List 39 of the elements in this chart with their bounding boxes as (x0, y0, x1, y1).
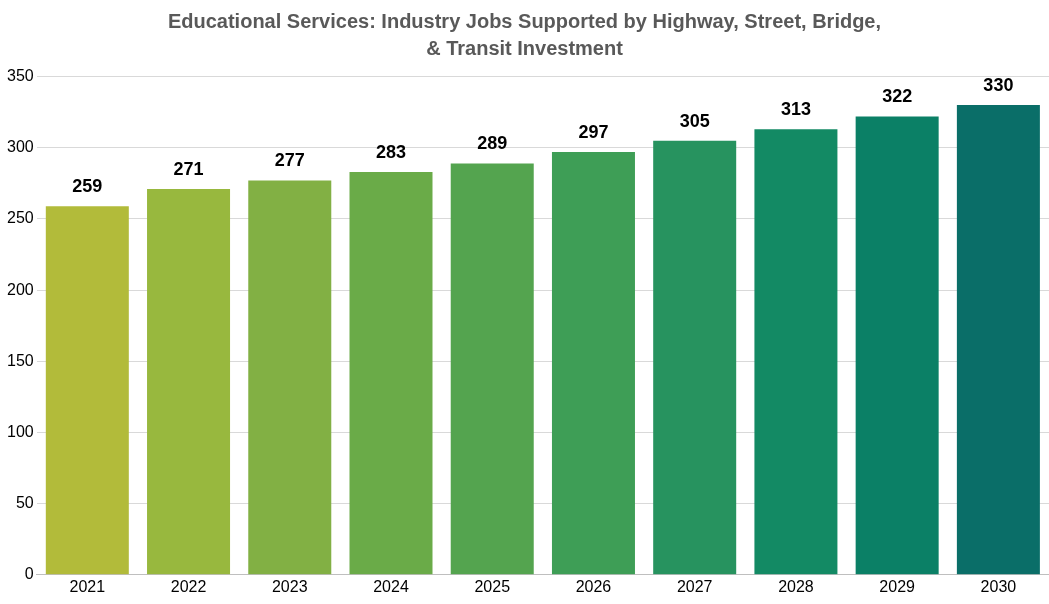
y-tick-label: 250 (6, 209, 34, 227)
y-tick-label: 300 (6, 138, 34, 156)
y-tick-label: 150 (6, 351, 34, 369)
x-tick-label: 2026 (575, 577, 612, 595)
data-label: 277 (274, 150, 305, 171)
bar (653, 140, 737, 575)
data-label: 289 (477, 133, 508, 154)
y-tick-label: 200 (6, 280, 34, 298)
bar (349, 171, 433, 575)
y-tick-label: 0 (24, 565, 34, 583)
y-tick-label: 50 (15, 494, 34, 512)
bar (147, 189, 231, 575)
bar (551, 152, 635, 575)
data-label: 297 (578, 122, 609, 143)
data-label: 259 (72, 176, 103, 197)
bar (450, 163, 534, 575)
bar (855, 116, 939, 575)
bar (754, 129, 838, 575)
bar (45, 206, 129, 575)
x-tick-label: 2030 (980, 577, 1017, 595)
data-label: 271 (173, 159, 204, 180)
x-tick-label: 2022 (170, 577, 207, 595)
x-tick-label: 2024 (373, 577, 409, 595)
data-label: 305 (679, 110, 710, 131)
chart-title: Educational Services: Industry Jobs Supported by Highway, Street, Bridge, & Transit Investment (166, 9, 883, 61)
data-label: 283 (375, 141, 407, 162)
x-tick-label: 2029 (879, 577, 916, 595)
data-label: 313 (780, 99, 811, 120)
data-label: 322 (882, 86, 913, 107)
bar (956, 105, 1040, 575)
bar (248, 180, 332, 575)
x-tick-label: 2025 (474, 577, 511, 595)
x-tick-label: 2021 (69, 577, 106, 595)
x-tick-label: 2027 (676, 577, 713, 595)
data-label: 330 (983, 75, 1014, 96)
x-tick-label: 2023 (271, 577, 308, 595)
y-tick-label: 100 (6, 422, 34, 440)
y-tick-label: 350 (6, 67, 34, 85)
x-tick-label: 2028 (778, 577, 814, 595)
